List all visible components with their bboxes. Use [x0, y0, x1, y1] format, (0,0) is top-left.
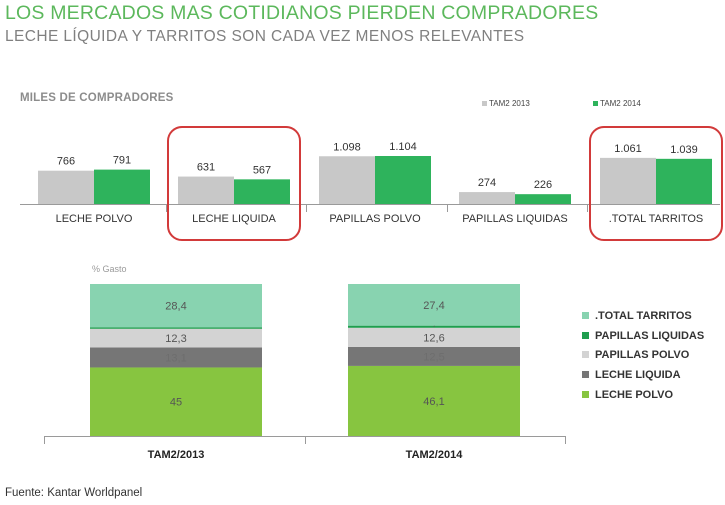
bar-value-label: 1.098	[333, 141, 361, 153]
legend-swatch-segment	[582, 332, 589, 339]
segment-value-label: 12,3	[165, 333, 186, 345]
stack-segment-papillas-liquidas	[348, 325, 520, 328]
chart-subtitle: LECHE LÍQUIDA Y TARRITOS SON CADA VEZ ME…	[5, 28, 525, 45]
bar-value-label: 226	[534, 179, 552, 191]
bar-leche-liquida-0	[178, 176, 234, 204]
bar-papillas-polvo-0	[319, 156, 375, 204]
bar-leche-polvo-0	[38, 170, 94, 204]
category-label: .TOTAL TARRITOS	[609, 213, 704, 225]
legend-swatch-segment	[582, 371, 589, 378]
top-chart-ylabel: MILES DE COMPRADORES	[20, 92, 174, 104]
segment-value-label: 45	[170, 397, 182, 409]
bar-value-label: 1.039	[670, 144, 698, 156]
bar-value-label: 1.061	[614, 143, 642, 155]
segment-value-label: 27,4	[423, 300, 444, 312]
legend-swatch-2014	[593, 101, 598, 106]
bar--total-tarritos-0	[600, 157, 656, 204]
source-note: Fuente: Kantar Worldpanel	[5, 487, 143, 499]
bar-value-label: 791	[113, 155, 131, 167]
legend-label-segment: .TOTAL TARRITOS	[595, 310, 692, 322]
stack-category-label: TAM2/2013	[148, 449, 205, 461]
legend-label-segment: LECHE POLVO	[595, 389, 673, 401]
chart-title: LOS MERCADOS MAS COTIDIANOS PIERDEN COMP…	[5, 2, 599, 24]
bar--total-tarritos-1	[656, 158, 712, 204]
bar-papillas-polvo-1	[375, 156, 431, 204]
legend-label-segment: LECHE LIQUIDA	[595, 369, 681, 381]
legend-label-segment: PAPILLAS LIQUIDAS	[595, 330, 704, 342]
bar-value-label: 766	[57, 156, 75, 168]
legend-label-segment: PAPILLAS POLVO	[595, 349, 690, 361]
legend-swatch-segment	[582, 312, 589, 319]
highlight-frame	[589, 126, 723, 241]
bar-value-label: 1.104	[389, 141, 417, 153]
stack-segment-leche-liquida	[348, 346, 520, 366]
stack-segment-total-tarritos	[90, 284, 262, 328]
bar-value-label: 631	[197, 162, 215, 174]
bar-papillas-liquidas-0	[459, 192, 515, 204]
category-label: PAPILLAS LIQUIDAS	[462, 213, 568, 225]
category-label: LECHE LIQUIDA	[192, 213, 276, 225]
legend-label-2014: TAM2 2014	[600, 99, 641, 108]
bar-leche-liquida-1	[234, 179, 290, 204]
legend-swatch-segment	[582, 351, 589, 358]
stack-segment-papillas-liquidas	[90, 327, 262, 329]
stack-segment-papillas-polvo	[90, 328, 262, 348]
stack-segment-papillas-polvo	[348, 327, 520, 347]
legend-swatch-segment	[582, 391, 589, 398]
segment-value-label: 28,4	[165, 301, 186, 313]
bar-papillas-liquidas-1	[515, 194, 571, 204]
bar-value-label: 274	[478, 177, 496, 189]
bar-leche-polvo-1	[94, 169, 150, 204]
highlight-frame	[167, 126, 301, 241]
category-label: PAPILLAS POLVO	[329, 213, 421, 225]
bottom-chart-ylabel: % Gasto	[92, 264, 127, 274]
stack-category-label: TAM2/2014	[406, 449, 464, 461]
segment-value-label: 13,1	[165, 352, 186, 364]
stack-segment-leche-polvo	[348, 365, 520, 436]
legend-swatch-2013	[482, 101, 487, 106]
stack-segment-leche-liquida	[90, 347, 262, 368]
segment-value-label: 12,6	[423, 332, 444, 344]
category-label: LECHE POLVO	[56, 213, 133, 225]
segment-value-label: 12,5	[423, 351, 444, 363]
stack-segment-total-tarritos	[348, 284, 520, 326]
legend-label-2013: TAM2 2013	[489, 99, 530, 108]
bar-value-label: 567	[253, 164, 271, 176]
stack-segment-leche-polvo	[90, 367, 262, 436]
segment-value-label: 46,1	[423, 396, 444, 408]
